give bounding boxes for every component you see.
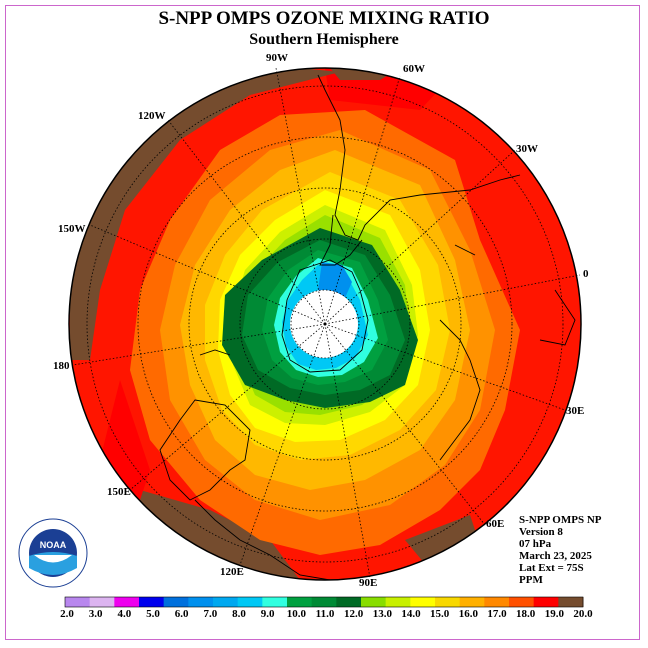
colorbar-tick-label: 16.0 bbox=[458, 608, 478, 620]
colorbar-swatch bbox=[188, 597, 214, 607]
colorbar-tick-label: 19.0 bbox=[544, 608, 564, 620]
colorbar-swatch bbox=[435, 597, 461, 607]
colorbar-tick-label: 3.0 bbox=[88, 608, 103, 620]
date-label: March 23, 2025 bbox=[519, 550, 592, 562]
lon-label-90e: 90E bbox=[359, 577, 378, 589]
lon-label-90w: 90W bbox=[266, 52, 288, 64]
colorbar-tick-label: 4.0 bbox=[117, 608, 132, 620]
colorbar-tick-label: 12.0 bbox=[344, 608, 364, 620]
colorbar-tick-label: 17.0 bbox=[487, 608, 507, 620]
lon-label-120w: 120W bbox=[138, 110, 166, 122]
colorbar-swatch bbox=[114, 597, 140, 607]
colorbar-tick-label: 9.0 bbox=[260, 608, 275, 620]
colorbar-swatch bbox=[65, 597, 91, 607]
colorbar-swatch bbox=[509, 597, 535, 607]
noaa-logo: NOAA bbox=[18, 518, 88, 588]
colorbar-swatch bbox=[89, 597, 115, 607]
ozone-contours bbox=[69, 68, 581, 580]
colorbar-swatch bbox=[410, 597, 436, 607]
lon-label-60w: 60W bbox=[403, 63, 425, 75]
pressure-label: 07 hPa bbox=[519, 538, 552, 550]
colorbar-swatch bbox=[163, 597, 189, 607]
colorbar-swatch bbox=[262, 597, 288, 607]
instrument-label: S-NPP OMPS NP bbox=[519, 514, 602, 526]
colorbar-swatch bbox=[533, 597, 559, 607]
colorbar-swatch bbox=[484, 597, 510, 607]
colorbar-tick-label: 14.0 bbox=[401, 608, 421, 620]
colorbar-tick-label: 7.0 bbox=[203, 608, 218, 620]
colorbar-swatch bbox=[385, 597, 411, 607]
lat-ext-label: Lat Ext = 75S bbox=[519, 562, 584, 574]
colorbar-tick-label: 11.0 bbox=[315, 608, 335, 620]
lon-label-0: 0 bbox=[583, 268, 589, 280]
map-border bbox=[68, 67, 582, 581]
colorbar-tick-label: 2.0 bbox=[60, 608, 74, 620]
colorbar-swatch bbox=[287, 597, 313, 607]
logo-text: NOAA bbox=[40, 540, 67, 550]
colorbar-tick-label: 8.0 bbox=[232, 608, 246, 620]
lon-label-30w: 30W bbox=[516, 143, 538, 155]
colorbar-swatch bbox=[139, 597, 165, 607]
colorbar-swatch bbox=[237, 597, 263, 607]
units-label: PPM bbox=[519, 574, 543, 586]
colorbar-tick-label: 18.0 bbox=[516, 608, 536, 620]
lon-label-60e: 60E bbox=[486, 518, 505, 530]
colorbar-tick-label: 10.0 bbox=[286, 608, 306, 620]
colorbar-swatch bbox=[361, 597, 387, 607]
colorbar-swatch bbox=[213, 597, 239, 607]
chart-title: S-NPP OMPS OZONE MIXING RATIO bbox=[158, 8, 490, 29]
south-pole-marker bbox=[323, 322, 327, 326]
version-label: Version 8 bbox=[519, 526, 563, 538]
colorbar-tick-label: 20.0 bbox=[573, 608, 593, 620]
lon-label-120e: 120E bbox=[220, 566, 244, 578]
colorbar-tick-label: 6.0 bbox=[174, 608, 189, 620]
contour-20-se bbox=[405, 515, 480, 570]
lon-label-180: 180 bbox=[53, 360, 70, 372]
colorbar-swatch bbox=[459, 597, 485, 607]
coastlines bbox=[159, 74, 576, 581]
lon-label-30e: 30E bbox=[566, 405, 585, 417]
lon-label-150e: 150E bbox=[107, 486, 131, 498]
colorbar-swatch bbox=[336, 597, 362, 607]
colorbar-swatch bbox=[558, 597, 584, 607]
colorbar-swatch bbox=[311, 597, 337, 607]
chart-subtitle: Southern Hemisphere bbox=[249, 31, 399, 48]
plot-frame bbox=[5, 5, 640, 640]
info-block: S-NPP OMPS NP Version 8 07 hPa March 23,… bbox=[519, 514, 602, 586]
lon-label-150w: 150W bbox=[58, 223, 86, 235]
colorbar-tick-label: 15.0 bbox=[430, 608, 450, 620]
colorbar-tick-label: 13.0 bbox=[372, 608, 392, 620]
colorbar-tick-label: 5.0 bbox=[146, 608, 160, 620]
graticule bbox=[72, 67, 581, 579]
